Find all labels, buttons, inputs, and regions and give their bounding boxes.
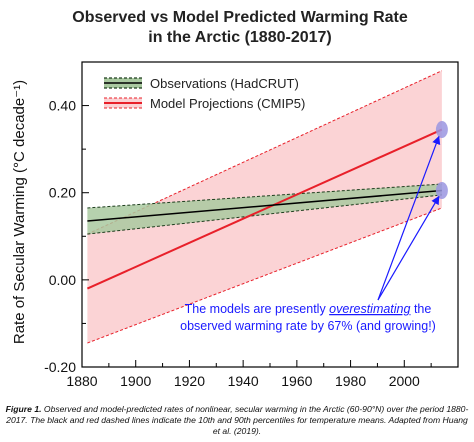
legend: Observations (HadCRUT) Model Projections… <box>104 76 305 111</box>
y-tick-label: 0.40 <box>49 98 76 114</box>
annotation-arrow-1 <box>377 135 441 301</box>
annotation-emphasis: overestimating <box>329 302 410 316</box>
y-tick-label: -0.20 <box>44 359 76 375</box>
x-tick-label: 1940 <box>228 373 259 389</box>
legend-label-observations: Observations (HadCRUT) <box>150 76 299 91</box>
legend-swatch-models <box>104 97 142 109</box>
y-tick-label: 0.20 <box>49 185 76 201</box>
endpoint-marker-1 <box>435 121 448 139</box>
median-line-observations <box>87 189 442 222</box>
caption-label: Figure 1. <box>5 404 42 414</box>
annotation-line-2: observed warming rate by 67% (and growin… <box>180 319 436 333</box>
x-tick-label: 1900 <box>120 373 151 389</box>
chart-title-line-2: in the Arctic (1880-2017) <box>148 29 331 46</box>
x-tick-label: 1980 <box>335 373 366 389</box>
y-axis-label: Rate of Secular Warming (°C decade⁻¹) <box>11 80 28 344</box>
chart-title-line-1: Observed vs Model Predicted Warming Rate <box>72 9 408 26</box>
y-tick-label: 0.00 <box>49 272 76 288</box>
arrows-layer <box>377 135 441 301</box>
p10-line-observations <box>87 194 442 235</box>
median-line-models <box>86 128 443 290</box>
chart: Observed vs Model Predicted Warming Rate… <box>11 9 459 389</box>
annotation-line-1-end: the <box>410 302 431 316</box>
annotation-line-1-start: The models are presently <box>185 302 330 316</box>
figure-caption: Figure 1. Observed and model-predicted r… <box>4 404 470 437</box>
x-tick-label: 1960 <box>281 373 312 389</box>
endpoint-marker-2 <box>435 182 448 200</box>
p90-line-observations <box>87 183 442 209</box>
legend-swatch-observations <box>104 77 142 89</box>
annotation-line-1: The models are presently overestimating … <box>185 302 432 316</box>
x-tick-label: 1880 <box>66 373 97 389</box>
markers-layer <box>435 121 448 200</box>
p10-line-models <box>87 207 443 344</box>
legend-label-models: Model Projections (CMIP5) <box>150 96 305 111</box>
x-tick-label: 1920 <box>174 373 205 389</box>
caption-text: Observed and model-predicted rates of no… <box>6 404 469 436</box>
ticks-layer: 1880 1900 1920 1940 1960 1980 2000 -0.20 0.00 0.2… <box>44 98 432 389</box>
lines-layer <box>86 128 443 290</box>
x-tick-label: 2000 <box>389 373 420 389</box>
annotation-arrow-2 <box>377 195 440 301</box>
